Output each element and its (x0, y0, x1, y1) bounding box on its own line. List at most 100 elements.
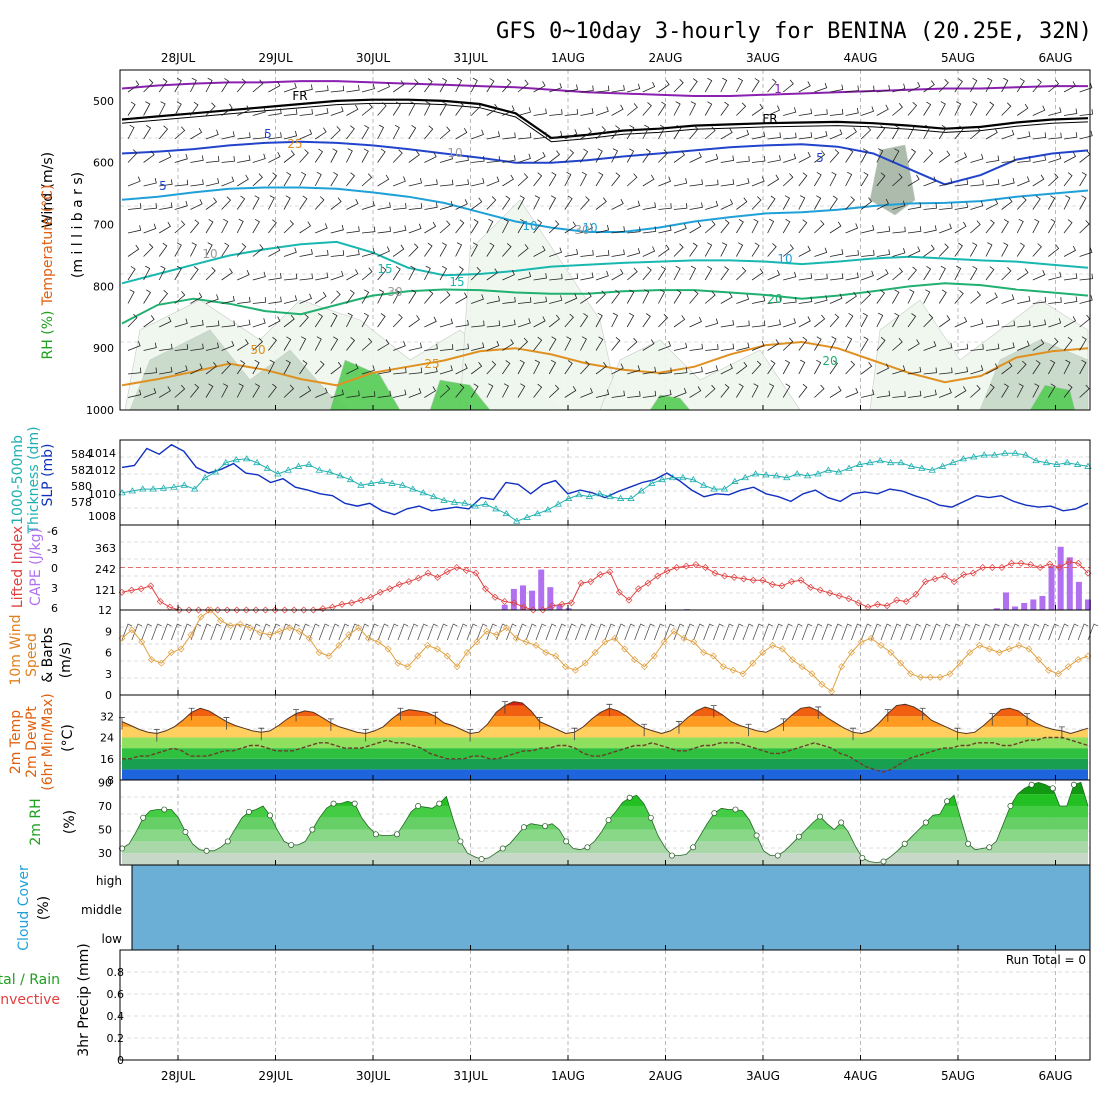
rh-point-18 (245, 808, 252, 815)
wind-barb-12-0 (315, 85, 329, 93)
wind-barb-27-1 (549, 109, 563, 116)
wind10m-point-13 (246, 624, 254, 632)
temp-minmax-80 (815, 706, 822, 719)
wind-barb-45-9 (829, 293, 843, 304)
wind-barb-38-7 (720, 242, 728, 257)
wind-barb-61-5 (1079, 195, 1087, 210)
wind-barb-3-7 (174, 242, 182, 257)
wind-barb-47-4 (860, 171, 869, 187)
lifted-point-100 (1074, 559, 1082, 567)
wind-barb-60-3 (1063, 151, 1077, 163)
wind-barb-59-5 (1048, 195, 1056, 210)
wind-barb-31-2 (611, 125, 620, 140)
wind10m-tick-6: 6 (105, 647, 112, 660)
wind-barb-47-9 (860, 290, 872, 304)
wind-barb-55-0 (985, 77, 993, 93)
wind-barb-27-12 (548, 359, 557, 375)
lifted-point-85 (931, 575, 939, 583)
wind-barb-57-10 (1017, 320, 1031, 328)
thickness-point-60 (741, 474, 749, 481)
wind-barb-31-10 (611, 312, 619, 328)
wind-barb-28-7 (564, 249, 579, 257)
wind-barb-2-13 (158, 386, 171, 398)
wind-barb-17-1 (392, 101, 401, 116)
thickness-point-40 (533, 509, 542, 517)
wind-barb-55-9 (985, 292, 998, 304)
wind10m-barb-10 (220, 623, 231, 641)
lifted-point-26 (367, 593, 375, 601)
wind-barb-21-4 (455, 179, 469, 187)
wind-barb-58-10 (1032, 319, 1047, 328)
wind-barb-59-7 (1048, 244, 1060, 257)
wind-barb-54-1 (970, 101, 978, 116)
wind10m-point-17 (286, 624, 294, 632)
rh2m-panel (119, 781, 1089, 865)
wind-barb-61-4 (1079, 171, 1087, 187)
thickness-point-23 (357, 481, 365, 488)
wind-barb-55-12 (985, 363, 999, 375)
rh-band-0 (122, 853, 1088, 865)
wind-barb-59-3 (1048, 153, 1062, 163)
wind-barb-31-6 (611, 226, 625, 234)
wind10m-barb-43 (545, 623, 557, 641)
wind-barb-42-13 (782, 383, 791, 398)
date-bottom-29JUL: 29JUL (258, 1069, 293, 1083)
wind10m-point-83 (936, 673, 944, 681)
wind-barb-57-0 (1016, 78, 1025, 93)
wind10m-point-8 (197, 613, 205, 621)
wind-barb-20-9 (439, 291, 451, 304)
lifted-point-89 (969, 569, 977, 577)
wind10m-point-94 (1045, 666, 1053, 674)
wind10m-point-88 (985, 645, 993, 653)
date-top-3AUG: 3AUG (746, 51, 780, 65)
thickness-point-50 (637, 487, 646, 494)
wind-barb-21-3 (455, 155, 469, 163)
ylabel-lifted-cape-0: Lifted Index (10, 526, 26, 608)
wind-barb-10-5 (283, 195, 291, 210)
wind-barb-49-5 (892, 200, 906, 210)
wind-barb-6-2 (221, 131, 235, 140)
temp-minmax-56 (606, 703, 613, 717)
wind10m-point-36 (473, 638, 481, 646)
wind-barb-20-12 (439, 365, 453, 375)
temp-minmax-100 (989, 713, 996, 726)
wind-barb-32-9 (626, 289, 635, 304)
wind-barb-43-10 (798, 316, 811, 328)
wind-barb-47-0 (861, 85, 875, 93)
wind-barb-32-13 (627, 391, 641, 398)
wind-barb-18-2 (408, 124, 417, 140)
wind-barb-9-5 (268, 195, 275, 210)
wind10m-point-65 (759, 649, 767, 656)
wind-barb-28-4 (564, 171, 572, 187)
lifted-point-15 (261, 606, 269, 614)
contour-label-7: 10 (777, 252, 792, 266)
wind-barb-33-12 (642, 366, 657, 375)
wind10m-barb-65 (762, 623, 773, 641)
wind-barb-49-9 (892, 289, 900, 304)
wind-barb-50-8 (907, 266, 917, 281)
wind10m-barb-39 (506, 623, 517, 641)
wind-barb-44-7 (814, 247, 828, 257)
temp-minmax-88 (884, 709, 891, 722)
wind-barb-28-12 (564, 360, 573, 375)
wind10m-barb-18 (299, 623, 310, 641)
lifted-point-83 (912, 590, 920, 598)
wind-barb-34-1 (658, 101, 667, 116)
wind-barb-18-1 (408, 101, 416, 116)
lifted-point-40 (501, 598, 509, 605)
wind-barb-51-1 (923, 101, 932, 116)
wind-barb-10-2 (283, 130, 298, 140)
wind-barb-4-4 (190, 179, 204, 187)
thickness-point-30 (429, 492, 438, 500)
wind-barb-5-9 (205, 294, 219, 304)
lifted-point-24 (348, 599, 356, 607)
wind-barb-9-1 (268, 108, 282, 116)
wind-barb-15-0 (361, 83, 375, 93)
wind-barb-44-6 (814, 220, 825, 234)
rh-tick-90: 90 (98, 776, 112, 789)
cape-bar-46 (538, 569, 545, 610)
wind-barb-32-10 (626, 312, 635, 328)
wind-barb-24-3 (502, 155, 516, 163)
wind-barb-35-8 (673, 265, 681, 281)
wind-barb-37-9 (704, 291, 716, 304)
